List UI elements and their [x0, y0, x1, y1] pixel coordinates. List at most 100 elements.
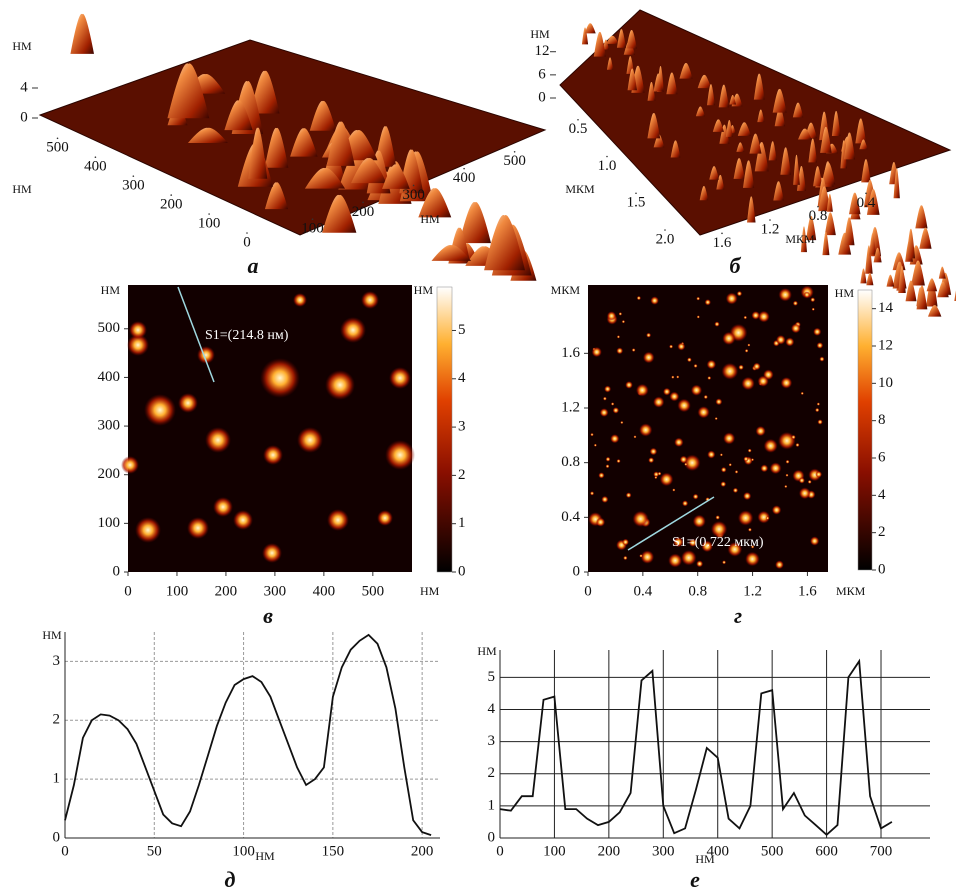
x-tick-label: 200	[598, 843, 621, 859]
y-tick	[577, 119, 579, 121]
height-feature	[778, 288, 792, 302]
height-feature	[646, 333, 651, 338]
colorbar-label: НМ	[414, 283, 434, 297]
height-feature	[793, 301, 798, 306]
y-tick-label: 2.0	[656, 231, 675, 247]
x-tick-label: 700	[870, 843, 893, 859]
height-feature	[610, 434, 619, 443]
height-feature	[650, 448, 658, 456]
height-feature	[643, 352, 655, 364]
height-feature	[726, 293, 738, 305]
height-feature	[737, 291, 742, 296]
x-tick-label: 600	[815, 843, 838, 859]
x-tick-label: 500	[761, 843, 784, 859]
height-feature	[598, 472, 604, 478]
y-axis-label: НМ	[477, 644, 497, 658]
height-feature	[786, 460, 790, 464]
colorbar	[437, 287, 452, 572]
surface-peak	[927, 279, 937, 292]
colorbar-tick-label: 2	[458, 467, 466, 483]
z-tick-label: 4	[20, 79, 28, 95]
x-tick-label: 0	[61, 843, 69, 859]
y-tick-label: 0	[488, 829, 496, 845]
height-feature	[721, 363, 738, 380]
height-feature	[622, 539, 629, 546]
height-feature	[738, 365, 743, 370]
height-feature	[775, 560, 784, 569]
x-tick	[769, 219, 771, 221]
height-feature	[676, 375, 679, 378]
y-tick-label: 500	[98, 320, 121, 336]
z-axis-label: НМ	[530, 27, 550, 41]
height-feature	[178, 393, 198, 413]
y-axis-label: НМ	[12, 182, 32, 196]
height-feature	[135, 517, 161, 543]
height-feature	[791, 323, 801, 333]
height-feature	[707, 360, 716, 369]
height-feature	[622, 320, 625, 323]
y-axis-label: НМ	[42, 628, 62, 642]
x-tick-label: 1.6	[798, 583, 817, 599]
colorbar	[858, 290, 872, 570]
height-feature	[817, 402, 820, 405]
surface-peak	[919, 228, 931, 249]
height-feature	[129, 321, 147, 339]
height-feature	[721, 467, 727, 473]
y-tick	[635, 192, 637, 194]
height-feature	[639, 423, 652, 436]
y-tick-label: 200	[98, 466, 121, 482]
colorbar-tick-label: 0	[878, 561, 886, 577]
y-tick	[95, 156, 97, 158]
y-tick	[133, 175, 135, 177]
height-feature	[607, 311, 616, 320]
panel-caption: е	[690, 867, 700, 892]
height-feature	[144, 394, 176, 426]
y-tick-label: 300	[98, 418, 121, 434]
x-tick-label: 100	[543, 843, 566, 859]
height-feature	[674, 438, 683, 447]
height-feature	[810, 536, 819, 545]
y-tick-label: 1	[488, 797, 496, 813]
height-feature	[744, 316, 748, 320]
height-feature	[753, 363, 761, 371]
height-feature	[677, 343, 685, 351]
y-axis-label: МКМ	[551, 283, 581, 297]
height-feature	[260, 358, 300, 398]
height-feature	[672, 488, 675, 491]
height-feature	[616, 347, 623, 354]
height-feature	[720, 453, 723, 456]
height-feature	[697, 406, 709, 418]
height-feature	[791, 435, 795, 439]
height-feature	[704, 395, 708, 399]
height-feature	[781, 377, 793, 389]
height-feature	[715, 417, 718, 420]
height-feature	[590, 433, 593, 436]
profile-line	[65, 635, 431, 835]
x-tick-label: 500	[362, 583, 385, 599]
x-axis-label: НМ	[420, 212, 440, 226]
height-feature	[694, 364, 698, 368]
height-feature	[715, 398, 722, 405]
height-feature	[617, 459, 621, 463]
height-feature	[604, 386, 611, 393]
surface-peak	[866, 273, 873, 285]
height-feature	[650, 296, 659, 305]
section-annotation: S1=(0.722 мкм)	[672, 535, 764, 550]
profile-line	[500, 661, 892, 835]
x-tick	[312, 218, 314, 220]
y-tick-label: 1.5	[627, 195, 646, 211]
panel-caption: г	[734, 603, 742, 628]
height-feature	[799, 487, 811, 499]
y-tick-label: 0	[53, 829, 61, 845]
height-feature	[636, 384, 649, 397]
height-feature	[681, 550, 697, 566]
height-feature	[693, 494, 699, 500]
height-feature	[325, 370, 355, 400]
y-tick-label: 3	[53, 653, 61, 669]
y-axis-label: МКМ	[565, 182, 595, 196]
height-feature	[715, 515, 719, 519]
height-feature	[764, 439, 778, 453]
height-feature	[795, 443, 799, 447]
height-feature	[361, 291, 379, 309]
x-tick-label: 100	[166, 583, 189, 599]
